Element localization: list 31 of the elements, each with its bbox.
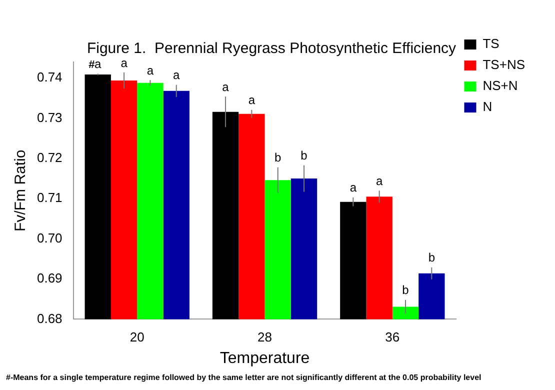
legend-label: TS (482, 36, 500, 52)
y-tick-label: 0.73 (36, 110, 62, 125)
x-tick-label: 20 (130, 330, 144, 345)
annotation: b (402, 283, 410, 298)
chart-title: Figure 1. Perennial Ryegrass Photosynthetic Efficiency (86, 40, 457, 58)
text: #-Means for a single temperature regime followed by the same letter are not significantly different at the 0.05 probability level (6, 373, 482, 382)
x-tick-label: 36 (385, 330, 400, 345)
annotation: b (428, 250, 436, 265)
annotation: a (173, 68, 180, 82)
y-tick-label: 0.71 (36, 190, 62, 206)
annotation: # (88, 59, 95, 72)
x-axis-title: Temperature (220, 350, 310, 367)
annotation: a (248, 93, 256, 108)
y-tick-label: 0.70 (36, 230, 62, 246)
y-tick-label: 0.74 (36, 70, 62, 85)
legend-label: N (482, 99, 492, 114)
y-tick-label: 0.72 (36, 150, 62, 166)
annotation: a (146, 63, 154, 78)
legend-label: TS+NS (482, 57, 526, 72)
annotation: a (376, 174, 383, 188)
y-axis-title: Fv/Fm Ratio (12, 150, 30, 232)
legend-label: NS+N (482, 78, 518, 94)
x-tick-label: 28 (258, 330, 272, 345)
y-tick-label: 0.68 (36, 310, 62, 326)
y-tick-label: 0.69 (36, 270, 62, 286)
annotation: a (94, 56, 102, 71)
annotation: b (274, 150, 282, 165)
annotation: a (120, 56, 128, 70)
annotation: a (350, 180, 357, 195)
annotation: b (300, 148, 308, 163)
annotation: a (222, 80, 230, 94)
